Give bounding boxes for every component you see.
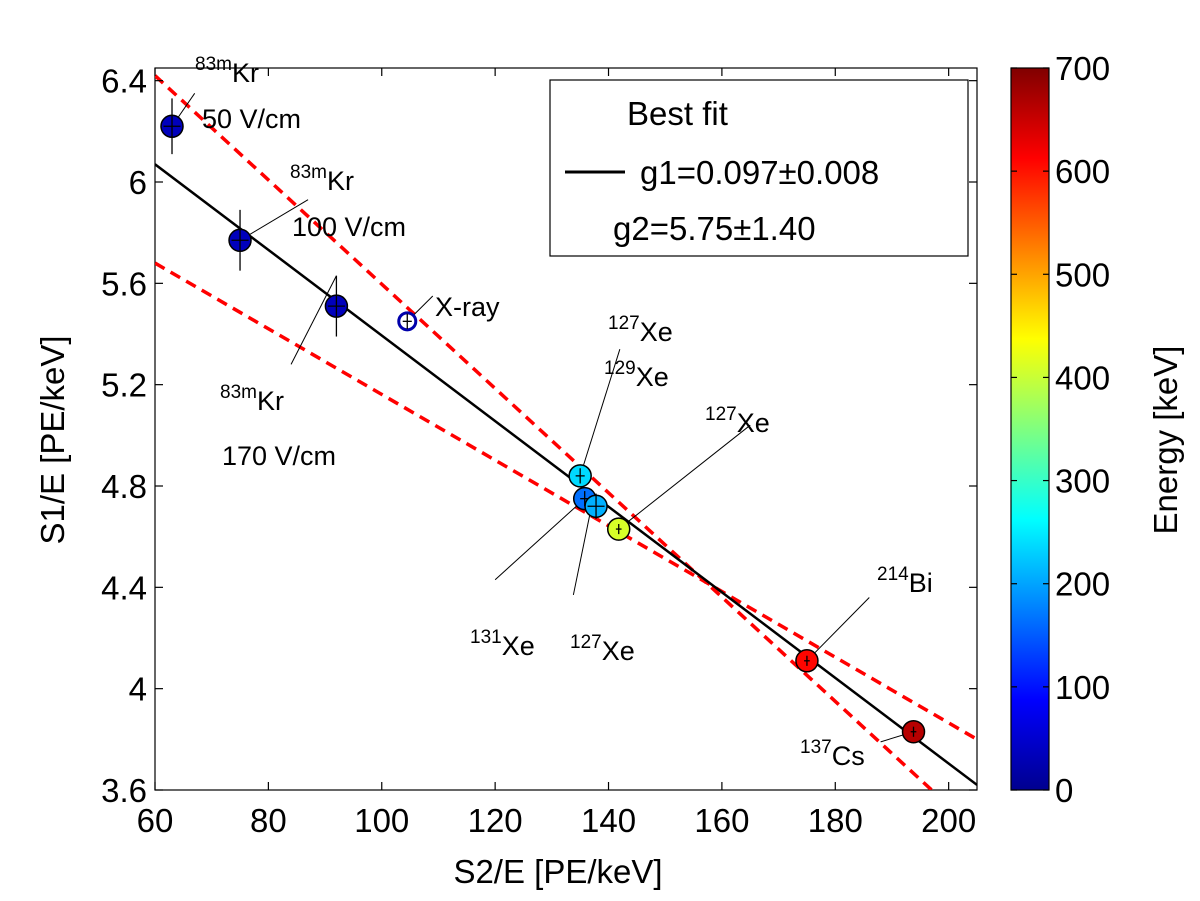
colorbar-label: Energy [keV] — [1147, 346, 1184, 535]
data-point — [324, 275, 349, 337]
point-annotation: 127Xe — [570, 632, 635, 666]
colorbar-tick-label: 300 — [1055, 463, 1110, 500]
data-point — [160, 98, 184, 155]
legend: Best fit g1=0.097±0.008 g2=5.75±1.40 — [549, 79, 969, 257]
colorbar-gradient — [1010, 67, 1050, 791]
y-tick-label: 5.2 — [101, 367, 147, 404]
colorbar-tick-label: 100 — [1055, 669, 1110, 706]
fit-line — [155, 163, 977, 786]
axis-ticks: 60 80 100 120 140 160 180 200 3.6 4 4.4 4.8 5.2 5.6 6 6… — [101, 63, 977, 839]
annotation-leader — [290, 275, 337, 365]
x-tick-label: 200 — [921, 802, 976, 839]
point-annotation: 214Bi — [877, 564, 933, 598]
bound-line — [155, 74, 933, 790]
data-point — [397, 311, 418, 332]
colorbar-tick-label: 600 — [1055, 153, 1110, 190]
point-annotation: 137Cs — [800, 737, 865, 771]
annotation-leader — [494, 498, 586, 581]
colorbar-tick-label: 700 — [1055, 50, 1110, 87]
x-tick-label: 120 — [468, 802, 523, 839]
data-point — [606, 517, 631, 541]
colorbar-tick-label: 500 — [1055, 256, 1110, 293]
legend-box — [549, 79, 969, 257]
x-axis-label: S2/E [PE/keV] — [453, 853, 662, 890]
legend-title: Best fit — [627, 95, 728, 132]
point-annotation: 83mKr — [220, 382, 284, 416]
point-annotation: X-ray — [435, 292, 500, 322]
y-tick-label: 3.6 — [101, 772, 147, 809]
point-annotation: 83mKr — [290, 162, 354, 196]
point-annotation: 127Xe — [608, 313, 673, 347]
data-point — [228, 209, 252, 271]
annotation-leader — [806, 597, 870, 662]
annotation-leader — [618, 424, 751, 530]
annotation-leaders — [171, 93, 914, 743]
y-tick-label: 4 — [129, 671, 147, 708]
y-tick-label: 5.6 — [101, 265, 147, 302]
legend-g2: g2=5.75±1.40 — [613, 210, 816, 247]
annotation-leader — [572, 506, 593, 596]
x-tick-label: 80 — [250, 802, 287, 839]
bound-line — [155, 261, 977, 741]
x-tick-label: 160 — [694, 802, 749, 839]
fit-lines — [155, 74, 977, 790]
point-annotations: 83mKr 50 V/cm 83mKr 100 V/cm 83mKr 170 V/cm X-… — [195, 54, 933, 771]
y-tick-label: 4.8 — [101, 468, 147, 505]
data-points — [160, 98, 926, 744]
point-annotation-field: 50 V/cm — [202, 104, 301, 134]
point-annotation-field: 170 V/cm — [222, 441, 336, 471]
data-point — [584, 493, 608, 519]
colorbar-tick-label: 200 — [1055, 566, 1110, 603]
colorbar-ticks: 0 100 200 300 400 500 600 700 — [1011, 50, 1110, 809]
data-point — [568, 464, 592, 488]
data-point — [901, 719, 926, 744]
colorbar-tick-label: 0 — [1055, 772, 1073, 809]
y-axis-label: S1/E [PE/keV] — [34, 335, 71, 544]
legend-g1: g1=0.097±0.008 — [640, 154, 879, 191]
point-annotation: 127Xe — [705, 404, 770, 438]
annotation-leader — [239, 199, 309, 241]
y-tick-label: 4.4 — [101, 569, 147, 606]
y-tick-label: 6 — [129, 164, 147, 201]
colorbar-tick-label: 400 — [1055, 359, 1110, 396]
point-annotation-field: 100 V/cm — [292, 212, 406, 242]
colorbar: 0 100 200 300 400 500 600 700 Energy [keV] — [1010, 50, 1184, 809]
x-tick-label: 140 — [581, 802, 636, 839]
x-tick-label: 180 — [808, 802, 863, 839]
annotation-leader — [579, 349, 621, 477]
point-annotation: 131Xe — [470, 627, 535, 661]
x-tick-label: 60 — [137, 802, 174, 839]
x-tick-label: 100 — [354, 802, 409, 839]
data-point — [795, 649, 819, 673]
y-tick-label: 6.4 — [101, 63, 147, 100]
point-annotation: 129Xe — [604, 358, 669, 392]
point-annotation: 83mKr — [195, 54, 259, 88]
